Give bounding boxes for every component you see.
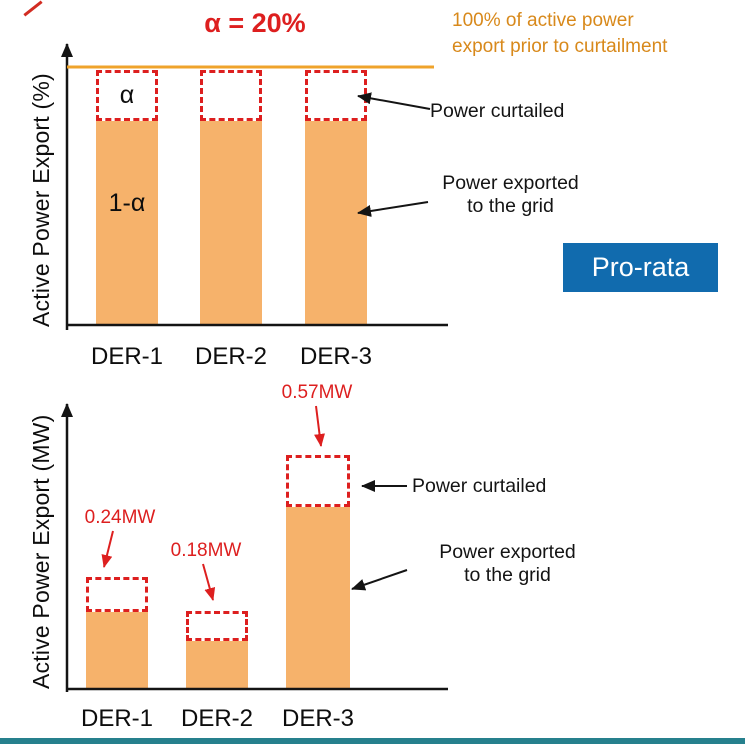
- top-bar-der1-curtailed-segment: α: [96, 70, 158, 121]
- bottom-bar-der2-exported-segment: [186, 641, 248, 688]
- top-bar-der2: [200, 70, 262, 324]
- der2-curtailed-value: 0.18MW: [170, 540, 242, 561]
- bottom-bar-der1: [86, 577, 148, 688]
- top-power-exported-label: Power exported to the grid: [428, 172, 593, 218]
- top-category-der3: DER-3: [299, 343, 372, 370]
- bottom-bar-der1-exported-segment: [86, 612, 148, 688]
- bottom-bar-der3: [286, 455, 350, 688]
- top-category-der2: DER-2: [194, 343, 267, 370]
- top-bar-der1-exported-segment: 1-α: [96, 121, 158, 324]
- bottom-bar-der2-curtailed-segment: [186, 611, 248, 641]
- top-power-curtailed-label: Power curtailed: [430, 100, 565, 122]
- one-minus-alpha-segment-label: 1-α: [108, 189, 146, 217]
- prorata-badge: Pro-rata: [563, 243, 718, 292]
- alpha-segment-label: α: [119, 81, 135, 109]
- top-bar-der1: α 1-α: [96, 70, 158, 324]
- bottom-bar-der3-exported-segment: [286, 507, 350, 688]
- der3-curtailed-value: 0.57MW: [281, 382, 353, 403]
- top-bar-der3-curtailed-segment: [305, 70, 367, 121]
- bottom-power-exported-label: Power exported to the grid: [425, 541, 590, 587]
- alpha-title: α = 20%: [204, 8, 306, 38]
- top-category-der1: DER-1: [90, 343, 163, 370]
- bottom-power-curtailed-label: Power curtailed: [412, 475, 547, 497]
- bottom-category-der2: DER-2: [180, 705, 253, 732]
- bottom-bar-der3-curtailed-segment: [286, 455, 350, 507]
- bottom-y-axis-label: Active Power Export (MW): [28, 414, 54, 689]
- top-power-exported-line1: Power exported: [442, 172, 579, 194]
- top-bar-der2-curtailed-segment: [200, 70, 262, 121]
- bottom-power-exported-line1: Power exported: [439, 541, 576, 563]
- bottom-power-exported-line2: to the grid: [464, 564, 551, 586]
- bottom-category-der1: DER-1: [80, 705, 153, 732]
- reference-line-note: 100% of active power export prior to cur…: [452, 10, 668, 58]
- top-power-exported-line2: to the grid: [467, 195, 554, 217]
- top-bar-der3: [305, 70, 367, 324]
- top-bar-der3-exported-segment: [305, 121, 367, 324]
- top-bar-der2-exported-segment: [200, 121, 262, 324]
- bottom-bar-der1-curtailed-segment: [86, 577, 148, 612]
- der1-curtailed-value: 0.24MW: [84, 507, 156, 528]
- bottom-bar-der2: [186, 611, 248, 688]
- bottom-category-der3: DER-3: [281, 705, 354, 732]
- bottom-edge-strip: [0, 738, 745, 744]
